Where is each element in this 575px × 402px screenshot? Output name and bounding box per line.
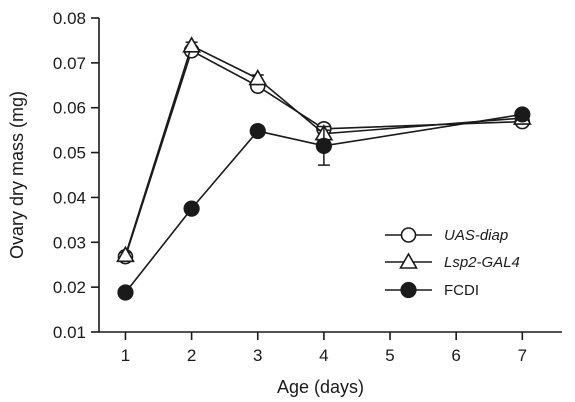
x-tick-label: 3 <box>253 346 262 365</box>
y-tick-label: 0.04 <box>53 188 86 207</box>
data-point <box>514 106 531 123</box>
legend-item: FCDI <box>385 281 479 299</box>
y-tick-label: 0.02 <box>53 278 86 297</box>
x-tick-label: 2 <box>187 346 196 365</box>
legend-marker <box>400 281 417 299</box>
y-tick-label: 0.08 <box>53 9 86 28</box>
data-point <box>116 245 135 263</box>
legend-item: Lsp2-GAL4 <box>385 252 520 271</box>
x-tick-label: 6 <box>451 346 460 365</box>
y-axis-label: Ovary dry mass (mg) <box>7 91 27 259</box>
x-tick-label: 5 <box>385 346 394 365</box>
series-layer <box>116 36 532 301</box>
series-fcdi <box>117 106 531 301</box>
data-point <box>117 284 134 301</box>
legend: UAS-diap Lsp2-GAL4 FCDI <box>385 227 520 299</box>
y-tick-label: 0.07 <box>53 54 86 73</box>
legend-label: UAS-diap <box>444 227 508 244</box>
y-tick-label: 0.01 <box>53 323 86 342</box>
y-tick-label: 0.06 <box>53 99 86 118</box>
data-point <box>183 200 200 217</box>
data-point <box>315 137 332 154</box>
x-axis-label: Age (days) <box>277 377 364 397</box>
x-tick-label: 4 <box>319 346 328 365</box>
axes: 0.01 0.02 0.03 0.04 0.05 0.06 0.07 0.08 1 2 3 4 5 6 7 <box>53 9 562 365</box>
legend-marker <box>400 227 417 243</box>
data-point <box>248 68 268 86</box>
legend-label: FCDI <box>444 282 479 299</box>
y-tick-label: 0.05 <box>53 144 86 163</box>
data-point <box>249 122 266 140</box>
legend-item: UAS-diap <box>385 227 508 244</box>
data-point <box>182 36 201 53</box>
legend-label: Lsp2-GAL4 <box>444 254 520 271</box>
legend-marker <box>399 252 418 269</box>
x-tick-label: 1 <box>121 346 130 365</box>
y-tick-label: 0.03 <box>53 233 86 252</box>
x-tick-label: 7 <box>518 346 527 365</box>
